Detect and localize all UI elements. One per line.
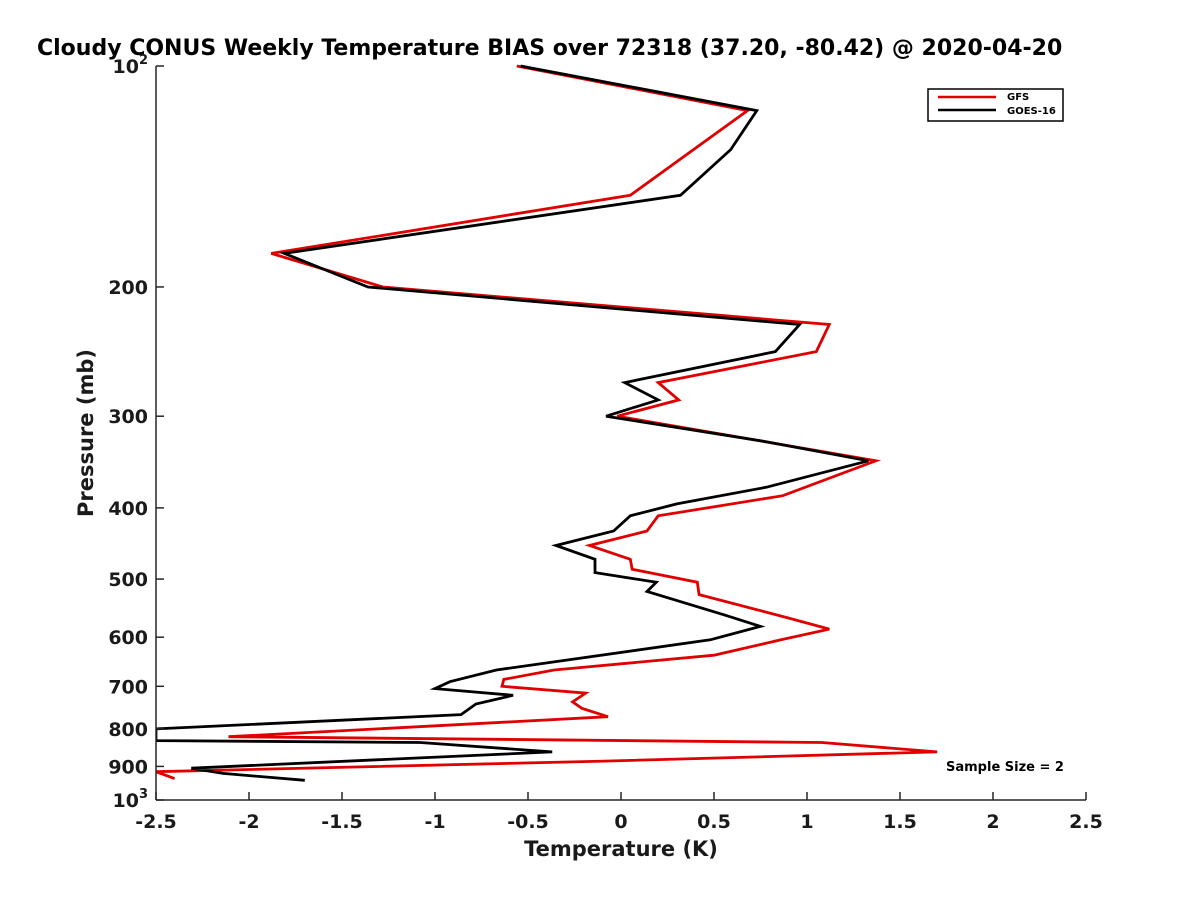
y-tick-label: 900: [108, 756, 148, 778]
x-tick-label: -0.5: [507, 811, 549, 833]
y-tick-label: 103: [113, 787, 149, 812]
y-tick-label: 700: [108, 676, 148, 698]
x-tick-label: -1.5: [321, 811, 363, 833]
series-layer: [156, 64, 938, 782]
series-line-goes-16: [156, 64, 869, 782]
x-tick-label: 1: [800, 811, 813, 833]
x-tick-label: 1.5: [883, 811, 917, 833]
y-tick-label: 800: [108, 719, 148, 741]
y-tick-label: 600: [108, 627, 148, 649]
x-ticks: -2.5 -2 -1.5 -1 -0.5 0 0.5 1 1.5 2 2.5: [135, 792, 1103, 833]
x-tick-label: -2: [238, 811, 259, 833]
y-axis-label: Pressure (mb): [74, 349, 98, 517]
legend-label-gfs: GFS: [1007, 92, 1029, 103]
x-tick-label: -2.5: [135, 811, 177, 833]
x-tick-label: 0: [614, 811, 627, 833]
y-tick-label: 102: [113, 53, 149, 78]
series-line-gfs: [156, 64, 938, 780]
y-ticks: 102 200 300 400 500 600 700 800 900 103: [108, 53, 164, 812]
x-tick-label: 2: [986, 811, 999, 833]
legend-label-goes16: GOES-16: [1007, 106, 1056, 117]
y-tick-label: 500: [108, 569, 148, 591]
y-tick-label: 300: [108, 406, 148, 428]
legend-box: [927, 88, 1064, 122]
chart-title: Cloudy CONUS Weekly Temperature BIAS ove…: [37, 36, 1062, 61]
x-tick-label: 0.5: [697, 811, 731, 833]
y-tick-label: 400: [108, 498, 148, 520]
y-tick-label: 200: [108, 277, 148, 299]
x-tick-label: -1: [424, 811, 445, 833]
x-axis-label: Temperature (K): [524, 837, 718, 861]
sample-size-annotation: Sample Size = 2: [946, 760, 1064, 775]
legend: GFS GOES-16: [927, 88, 1064, 122]
x-tick-label: 2.5: [1069, 811, 1103, 833]
